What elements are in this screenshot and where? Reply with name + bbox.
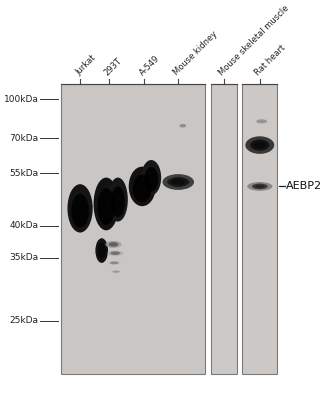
Text: 35kDa: 35kDa	[9, 253, 39, 262]
Ellipse shape	[111, 186, 125, 217]
Ellipse shape	[111, 252, 120, 255]
Text: 40kDa: 40kDa	[10, 222, 39, 230]
Ellipse shape	[256, 119, 267, 123]
Ellipse shape	[177, 123, 188, 128]
Text: Mouse kidney: Mouse kidney	[172, 30, 219, 78]
Bar	[61, 84, 205, 374]
Ellipse shape	[141, 160, 161, 195]
Text: Jurkat: Jurkat	[74, 54, 98, 78]
Text: 55kDa: 55kDa	[9, 169, 39, 178]
Ellipse shape	[252, 184, 267, 189]
Text: 100kDa: 100kDa	[4, 95, 39, 104]
Ellipse shape	[110, 262, 119, 264]
Ellipse shape	[250, 140, 270, 150]
Ellipse shape	[247, 182, 272, 191]
Text: Rat heart: Rat heart	[254, 43, 288, 78]
Ellipse shape	[96, 238, 108, 263]
Ellipse shape	[133, 174, 152, 202]
Ellipse shape	[107, 261, 122, 265]
Ellipse shape	[169, 177, 188, 187]
Bar	[211, 84, 237, 374]
Ellipse shape	[255, 185, 265, 188]
Text: 70kDa: 70kDa	[9, 134, 39, 142]
Ellipse shape	[108, 178, 128, 222]
Ellipse shape	[251, 139, 268, 151]
Text: A-549: A-549	[138, 54, 161, 78]
Ellipse shape	[98, 188, 115, 225]
Ellipse shape	[68, 184, 93, 232]
Bar	[242, 84, 277, 374]
Ellipse shape	[94, 178, 119, 230]
Ellipse shape	[71, 194, 89, 228]
Ellipse shape	[107, 250, 123, 256]
Ellipse shape	[110, 270, 123, 274]
Ellipse shape	[144, 167, 158, 192]
Text: 25kDa: 25kDa	[10, 316, 39, 325]
Ellipse shape	[254, 142, 266, 148]
Ellipse shape	[105, 241, 122, 248]
Ellipse shape	[162, 174, 194, 190]
Text: Mouse skeletal muscle: Mouse skeletal muscle	[217, 4, 291, 78]
Ellipse shape	[167, 178, 189, 186]
Ellipse shape	[109, 242, 118, 247]
Ellipse shape	[253, 118, 271, 124]
Ellipse shape	[112, 270, 120, 273]
Ellipse shape	[129, 167, 156, 206]
Ellipse shape	[179, 124, 186, 128]
Ellipse shape	[252, 184, 268, 189]
Ellipse shape	[245, 136, 274, 154]
Text: AEBP2: AEBP2	[286, 180, 322, 190]
Text: 293T: 293T	[103, 56, 124, 78]
Ellipse shape	[98, 242, 106, 258]
Ellipse shape	[172, 179, 185, 185]
